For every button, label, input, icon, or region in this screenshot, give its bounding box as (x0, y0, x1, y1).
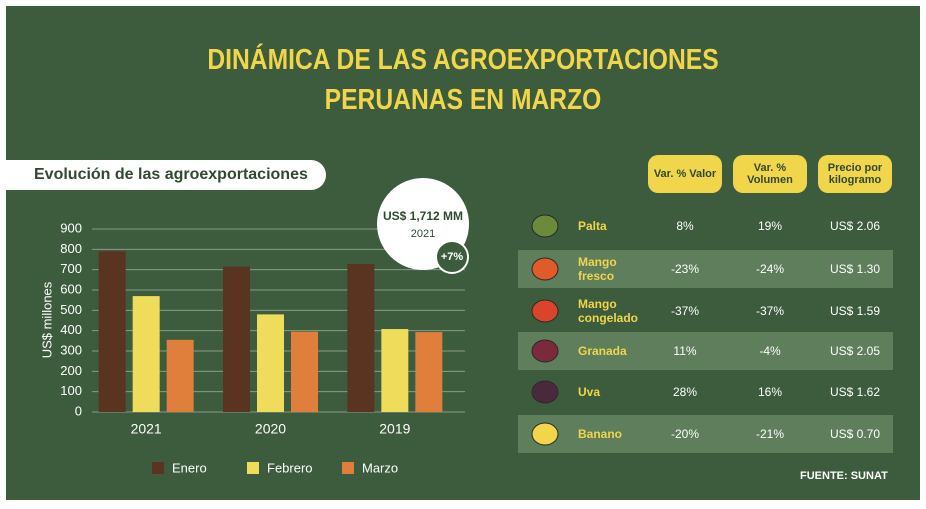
annotation-badge-text: +7% (441, 251, 464, 263)
y-tick-label: 600 (60, 281, 82, 296)
fruit-name: Uva (578, 385, 601, 399)
y-tick-label: 700 (60, 261, 82, 276)
fruit-name: Banano (578, 427, 623, 441)
fruit-shape (531, 380, 559, 404)
table-cell: US$ 1.59 (829, 304, 881, 318)
section-title: Evolución de las agroexportaciones (6, 160, 326, 190)
table-header: Var. % Volumen (733, 155, 807, 193)
y-tick-label: 300 (60, 342, 82, 357)
y-tick-label: 800 (60, 241, 82, 256)
fruit-shape (531, 422, 559, 446)
y-tick-label: 500 (60, 302, 82, 317)
y-tick-label: 400 (60, 322, 82, 337)
table-cell: -20% (670, 427, 699, 441)
table-cell: -21% (755, 427, 784, 441)
legend-swatch (152, 462, 164, 474)
table-row: Mango fresco -23% -24% US$ 1.30 (518, 250, 893, 288)
table-cell: -23% (670, 262, 699, 276)
fruit-shape (531, 339, 559, 363)
legend-swatch (342, 462, 354, 474)
table-cell: US$ 1.62 (829, 385, 881, 399)
table-row: Uva 28% 16% US$ 1.62 (518, 373, 893, 411)
x-tick-label: 2020 (255, 421, 286, 437)
title: PERUANAS EN MARZO (324, 84, 602, 116)
fruit-name: Granada (578, 344, 627, 358)
table-cell: 11% (673, 344, 697, 358)
table-cell: 16% (757, 385, 783, 399)
bar (381, 329, 409, 412)
bar (98, 251, 126, 412)
annotation-badge (435, 240, 469, 274)
legend-label: Marzo (362, 460, 398, 475)
table-cell: 19% (757, 219, 783, 233)
x-tick-label: 2019 (379, 421, 410, 437)
table-cell: US$ 1.30 (829, 262, 881, 276)
table-header: Precio por kilogramo (818, 155, 892, 193)
table-row: Banano -20% -21% US$ 0.70 (518, 415, 893, 453)
y-tick-label: 100 (60, 383, 82, 398)
fruit-shape (531, 299, 559, 323)
fruit-icon (531, 299, 559, 323)
y-tick-label: 200 (60, 363, 82, 378)
bar (132, 296, 160, 412)
fruit-icon (531, 257, 559, 281)
bar (257, 314, 284, 412)
bar (291, 331, 318, 412)
fruit-name: Mango fresco (578, 255, 617, 283)
legend-swatch (247, 462, 259, 474)
y-tick-label: 0 (75, 403, 82, 418)
bar (166, 339, 194, 412)
table-row: Mango congelado -37% -37% US$ 1.59 (518, 292, 893, 330)
fruit-icon (531, 214, 559, 238)
table-cell: US$ 2.06 (829, 219, 881, 233)
fruit-icon (531, 339, 559, 363)
annotation-subtext: 2021 (411, 228, 435, 240)
table-cell: -37% (670, 304, 699, 318)
table-cell: US$ 0.70 (829, 427, 881, 441)
fruit-icon (531, 422, 559, 446)
table-cell: -4% (759, 344, 781, 358)
table-row: Palta 8% 19% US$ 2.06 (518, 207, 893, 245)
fruit-shape (531, 214, 559, 238)
title: DINÁMICA DE LAS AGROEXPORTACIONES (207, 44, 719, 76)
y-tick-label: 900 (60, 220, 82, 235)
table-cell: -37% (755, 304, 784, 318)
annotation-text: US$ 1,712 MM (383, 209, 463, 223)
source: FUENTE: SUNAT (800, 470, 888, 482)
fruit-shape (531, 257, 559, 281)
y-axis-label: US$ millones (39, 281, 54, 358)
table-cell: 8% (676, 219, 694, 233)
bar (223, 266, 250, 412)
fruit-name: Palta (578, 219, 607, 233)
fruit-name: Mango congelado (578, 297, 639, 325)
table-cell: -24% (755, 262, 784, 276)
legend-label: Febrero (267, 460, 313, 475)
table-header: Var. % Valor (648, 155, 722, 193)
table-cell: US$ 2.05 (829, 344, 881, 358)
fruit-icon (531, 380, 559, 404)
bar (347, 263, 375, 412)
x-tick-label: 2021 (131, 421, 162, 437)
table-cell: 28% (672, 385, 698, 399)
legend-label: Enero (172, 460, 207, 475)
bar (415, 332, 443, 412)
table-row: Granada 11% -4% US$ 2.05 (518, 332, 893, 370)
